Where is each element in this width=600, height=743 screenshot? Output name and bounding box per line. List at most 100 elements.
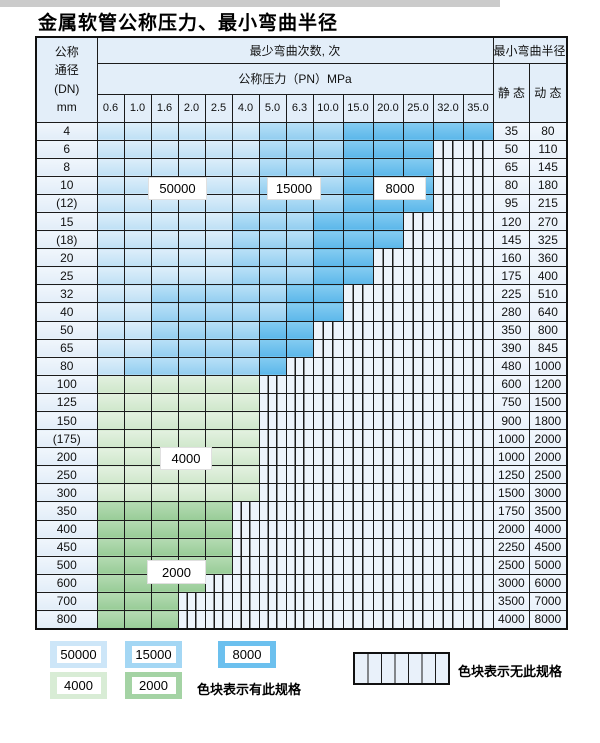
no-spec-cell — [402, 248, 434, 268]
table-row-dn-20: 20 160 360 — [35, 248, 568, 268]
static-value: 1500 — [492, 483, 531, 503]
spec-cell — [258, 121, 287, 141]
no-spec-cell — [462, 302, 494, 322]
spec-cell — [150, 610, 179, 630]
dynamic-value: 145 — [529, 157, 568, 177]
no-spec-cell — [342, 320, 374, 340]
dynamic-value: 360 — [529, 248, 568, 268]
dn-label: 250 — [35, 465, 98, 485]
spec-cell — [372, 211, 404, 232]
spec-cell — [96, 573, 125, 593]
table-row-dn-32: 32 225 510 — [35, 284, 568, 304]
spec-cell — [123, 302, 152, 322]
band-label-2000: 2000 — [147, 560, 206, 584]
no-spec-cell — [231, 555, 260, 575]
spec-cell — [96, 157, 125, 177]
table-row-dn-50: 50 350 800 — [35, 320, 568, 340]
spec-cell — [96, 338, 125, 358]
no-spec-cell — [372, 591, 404, 612]
spec-cell — [231, 410, 260, 431]
spec-cell — [231, 483, 260, 503]
no-spec-cell — [402, 465, 434, 485]
spec-cell — [96, 248, 125, 268]
no-spec-cell — [372, 537, 404, 557]
no-spec-cell — [231, 519, 260, 539]
table-row-dn-40: 40 280 640 — [35, 302, 568, 322]
no-spec-cell — [258, 519, 287, 539]
band-label-8000: 8000 — [374, 177, 426, 200]
dn-label: (12) — [35, 193, 98, 213]
spec-cell — [402, 121, 434, 141]
no-spec-cell — [432, 266, 464, 286]
static-value: 50 — [492, 139, 531, 159]
no-spec-cell — [204, 591, 233, 612]
no-spec-cell — [402, 356, 434, 376]
no-spec-cell — [462, 555, 494, 575]
dynamic-value: 2500 — [529, 465, 568, 485]
no-spec-cell — [372, 573, 404, 593]
spec-cell — [123, 447, 152, 467]
no-spec-cell — [432, 410, 464, 431]
dynamic-value: 4500 — [529, 537, 568, 557]
dn-label: 350 — [35, 501, 98, 521]
no-spec-cell — [312, 610, 344, 630]
dynamic-value: 215 — [529, 193, 568, 213]
table-row-dn-250: 250 1250 2500 — [35, 465, 568, 485]
dynamic-value: 80 — [529, 121, 568, 141]
top-grey-strip — [0, 0, 500, 7]
no-spec-cell — [258, 537, 287, 557]
dn-label: 150 — [35, 410, 98, 431]
spec-cell — [177, 429, 206, 449]
no-spec-cell — [372, 501, 404, 521]
dynamic-value: 1800 — [529, 410, 568, 431]
spec-cell — [231, 230, 260, 250]
spec-cell — [231, 284, 260, 304]
pressure-column-1.6: 1.6 — [150, 93, 179, 123]
spec-cell — [177, 248, 206, 268]
legend-label-8000: 8000 — [224, 646, 270, 663]
spec-cell — [258, 230, 287, 250]
no-spec-cell — [432, 193, 464, 213]
table-row-dn-150: 150 900 1800 — [35, 410, 568, 431]
spec-cell — [342, 266, 374, 286]
no-spec-cell — [312, 356, 344, 376]
no-spec-cell — [312, 374, 344, 394]
spec-cell — [462, 121, 494, 141]
no-spec-cell — [312, 338, 344, 358]
no-spec-cell — [312, 465, 344, 485]
static-value: 160 — [492, 248, 531, 268]
no-spec-cell — [462, 573, 494, 593]
no-spec-cell — [402, 447, 434, 467]
static-value: 225 — [492, 284, 531, 304]
spec-cell — [258, 284, 287, 304]
spec-cell — [150, 284, 179, 304]
spec-cell — [432, 121, 464, 141]
spec-cell — [96, 193, 125, 213]
no-spec-cell — [342, 302, 374, 322]
no-spec-cell — [312, 410, 344, 431]
spec-cell — [123, 410, 152, 431]
no-spec-cell — [402, 211, 434, 232]
spec-cell — [285, 320, 314, 340]
spec-cell — [96, 320, 125, 340]
spec-cell — [204, 537, 233, 557]
dn-label: 300 — [35, 483, 98, 503]
no-spec-cell — [372, 266, 404, 286]
spec-table: 公称 通径 (DN) mm 最少弯曲次数, 次最小弯曲半径 公称压力（PN）MPa 静 态动… — [35, 36, 568, 630]
table-row-dn-8: 8 65 145 — [35, 157, 568, 177]
dn-label: 100 — [35, 374, 98, 394]
legend-swatch-8000: 8000 — [218, 641, 276, 668]
no-spec-cell — [432, 573, 464, 593]
static-value: 280 — [492, 302, 531, 322]
no-spec-cell — [285, 483, 314, 503]
bend-cycles-header: 最少弯曲次数, 次 — [96, 36, 494, 64]
dynamic-value: 325 — [529, 230, 568, 250]
spec-cell — [342, 248, 374, 268]
no-spec-cell — [258, 447, 287, 467]
spec-cell — [258, 157, 287, 177]
no-spec-cell — [231, 610, 260, 630]
spec-cell — [231, 266, 260, 286]
spec-cell — [258, 320, 287, 340]
static-column-header: 静 态 — [492, 62, 531, 123]
static-value: 2000 — [492, 519, 531, 539]
